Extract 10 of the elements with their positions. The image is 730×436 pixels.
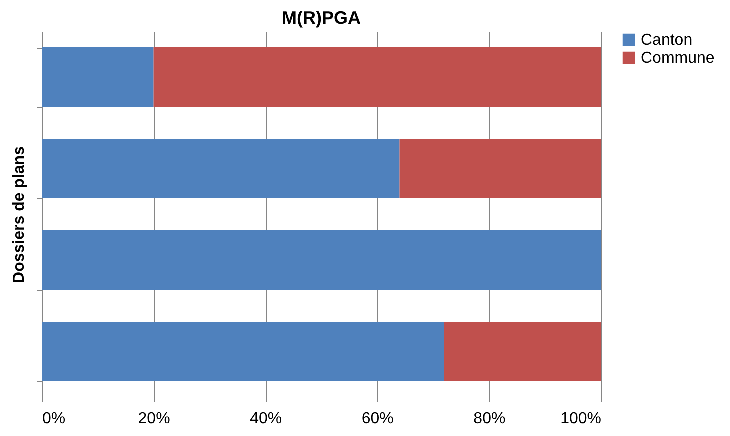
x-tick-label: 80% (474, 410, 506, 428)
x-tick-label: 40% (250, 410, 282, 428)
legend-label: Commune (641, 50, 715, 67)
x-tick-label: 60% (362, 410, 394, 428)
chart-title: M(R)PGA (282, 8, 361, 28)
x-tick-label: 20% (138, 410, 170, 428)
x-tick-label: 100% (560, 410, 602, 428)
x-tick-label: 0% (42, 410, 66, 428)
legend-label: Canton (641, 32, 693, 49)
y-axis-title: Dossiers de plans (11, 146, 28, 284)
